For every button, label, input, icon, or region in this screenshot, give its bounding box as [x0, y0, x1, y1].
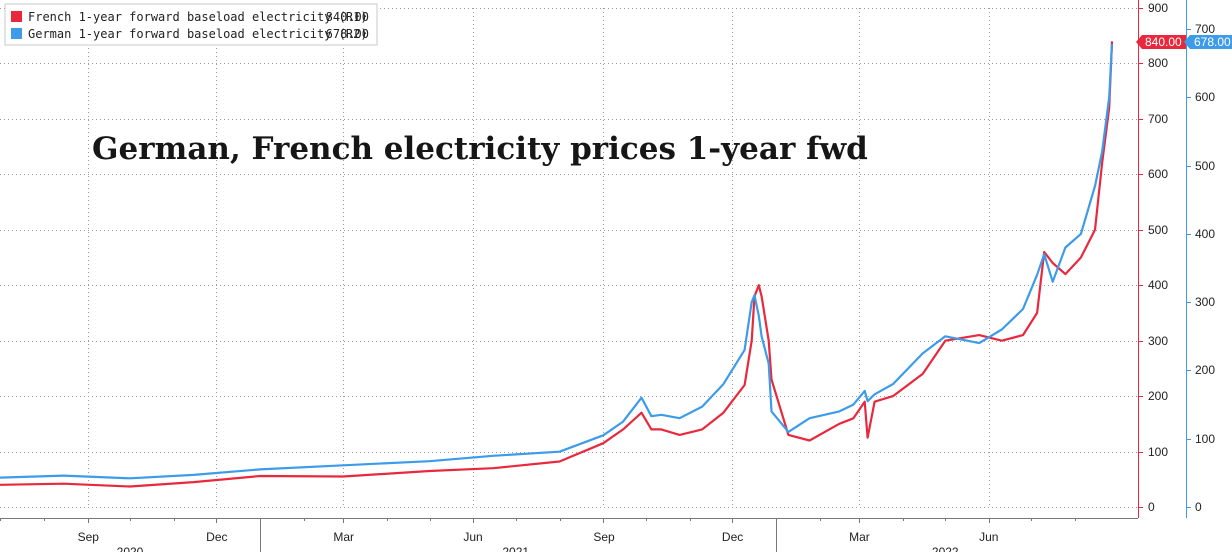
- y-tick-label-r1: 0: [1148, 500, 1155, 514]
- legend-label-german: German 1-year forward baseload electrici…: [28, 27, 368, 41]
- legend-swatch-french: [11, 11, 22, 22]
- y-tick-label-r2: 500: [1195, 159, 1215, 173]
- y-tick-label-r1: 200: [1148, 389, 1168, 403]
- y-tick-label-r2: 400: [1195, 227, 1215, 241]
- x-tick-label: Mar: [333, 530, 354, 544]
- legend-swatch-german: [11, 28, 22, 39]
- y-tick-label-r2: 300: [1195, 295, 1215, 309]
- y-tick-label-r1: 800: [1148, 56, 1168, 70]
- legend-value-german: 678.00: [326, 27, 369, 41]
- x-year-label: 2021: [502, 545, 529, 552]
- y-tick-label-r1: 900: [1148, 1, 1168, 15]
- y-tick-label-r2: 200: [1195, 363, 1215, 377]
- legend-label-french: French 1-year forward baseload electrici…: [28, 10, 368, 24]
- x-tick-label: Jun: [463, 530, 482, 544]
- legend: French 1-year forward baseload electrici…: [4, 3, 378, 46]
- y-tick-label-r2: 0: [1195, 500, 1202, 514]
- x-tick-label: Sep: [593, 530, 615, 544]
- y-tick-label-r2: 600: [1195, 90, 1215, 104]
- legend-value-french: 840.00: [326, 10, 369, 24]
- series-line-german: [0, 43, 1114, 480]
- y-axis-r1: 0 100 200 300 400 500 600 700 800 900: [1138, 0, 1168, 518]
- y-tick-label-r1: 500: [1148, 223, 1168, 237]
- series-line-french: [0, 41, 1114, 488]
- y-tick-label-r2: 100: [1195, 432, 1215, 446]
- y-tick-label-r1: 700: [1148, 112, 1168, 126]
- y-tick-label-r1: 600: [1148, 167, 1168, 181]
- x-axis: Sep Dec Mar Jun Sep Dec Mar Jun 2020 2021 2022: [0, 518, 1138, 552]
- y-tick-label-r1: 300: [1148, 334, 1168, 348]
- last-value-badge-german: [1184, 35, 1232, 49]
- last-value-badge-french: [1136, 35, 1186, 49]
- grid: [0, 8, 1138, 508]
- y-tick-label-r1: 400: [1148, 278, 1168, 292]
- x-tick-label: Dec: [722, 530, 743, 544]
- last-value-badges: 840.00 678.00: [1136, 35, 1232, 49]
- y-tick-label-r1: 100: [1148, 445, 1168, 459]
- x-year-label: 2022: [932, 545, 959, 552]
- y-axis-r2: 0 100 200 300 400 500 600 700: [1186, 0, 1215, 518]
- x-tick-label: Jun: [979, 530, 998, 544]
- last-value-label-german: 678.00: [1194, 35, 1231, 49]
- y-tick-label-r2: 700: [1195, 22, 1215, 36]
- x-tick-label: Mar: [849, 530, 870, 544]
- chart-title-text: German, French electricity prices 1-year…: [92, 131, 868, 167]
- last-value-label-french: 840.00: [1145, 35, 1182, 49]
- x-tick-label: Dec: [206, 530, 227, 544]
- x-tick-label: Sep: [78, 530, 100, 544]
- legend-box: [4, 3, 378, 46]
- x-year-label: 2020: [117, 545, 144, 552]
- chart-title: German, French electricity prices 1-year…: [92, 131, 868, 167]
- series-lines: [0, 41, 1114, 488]
